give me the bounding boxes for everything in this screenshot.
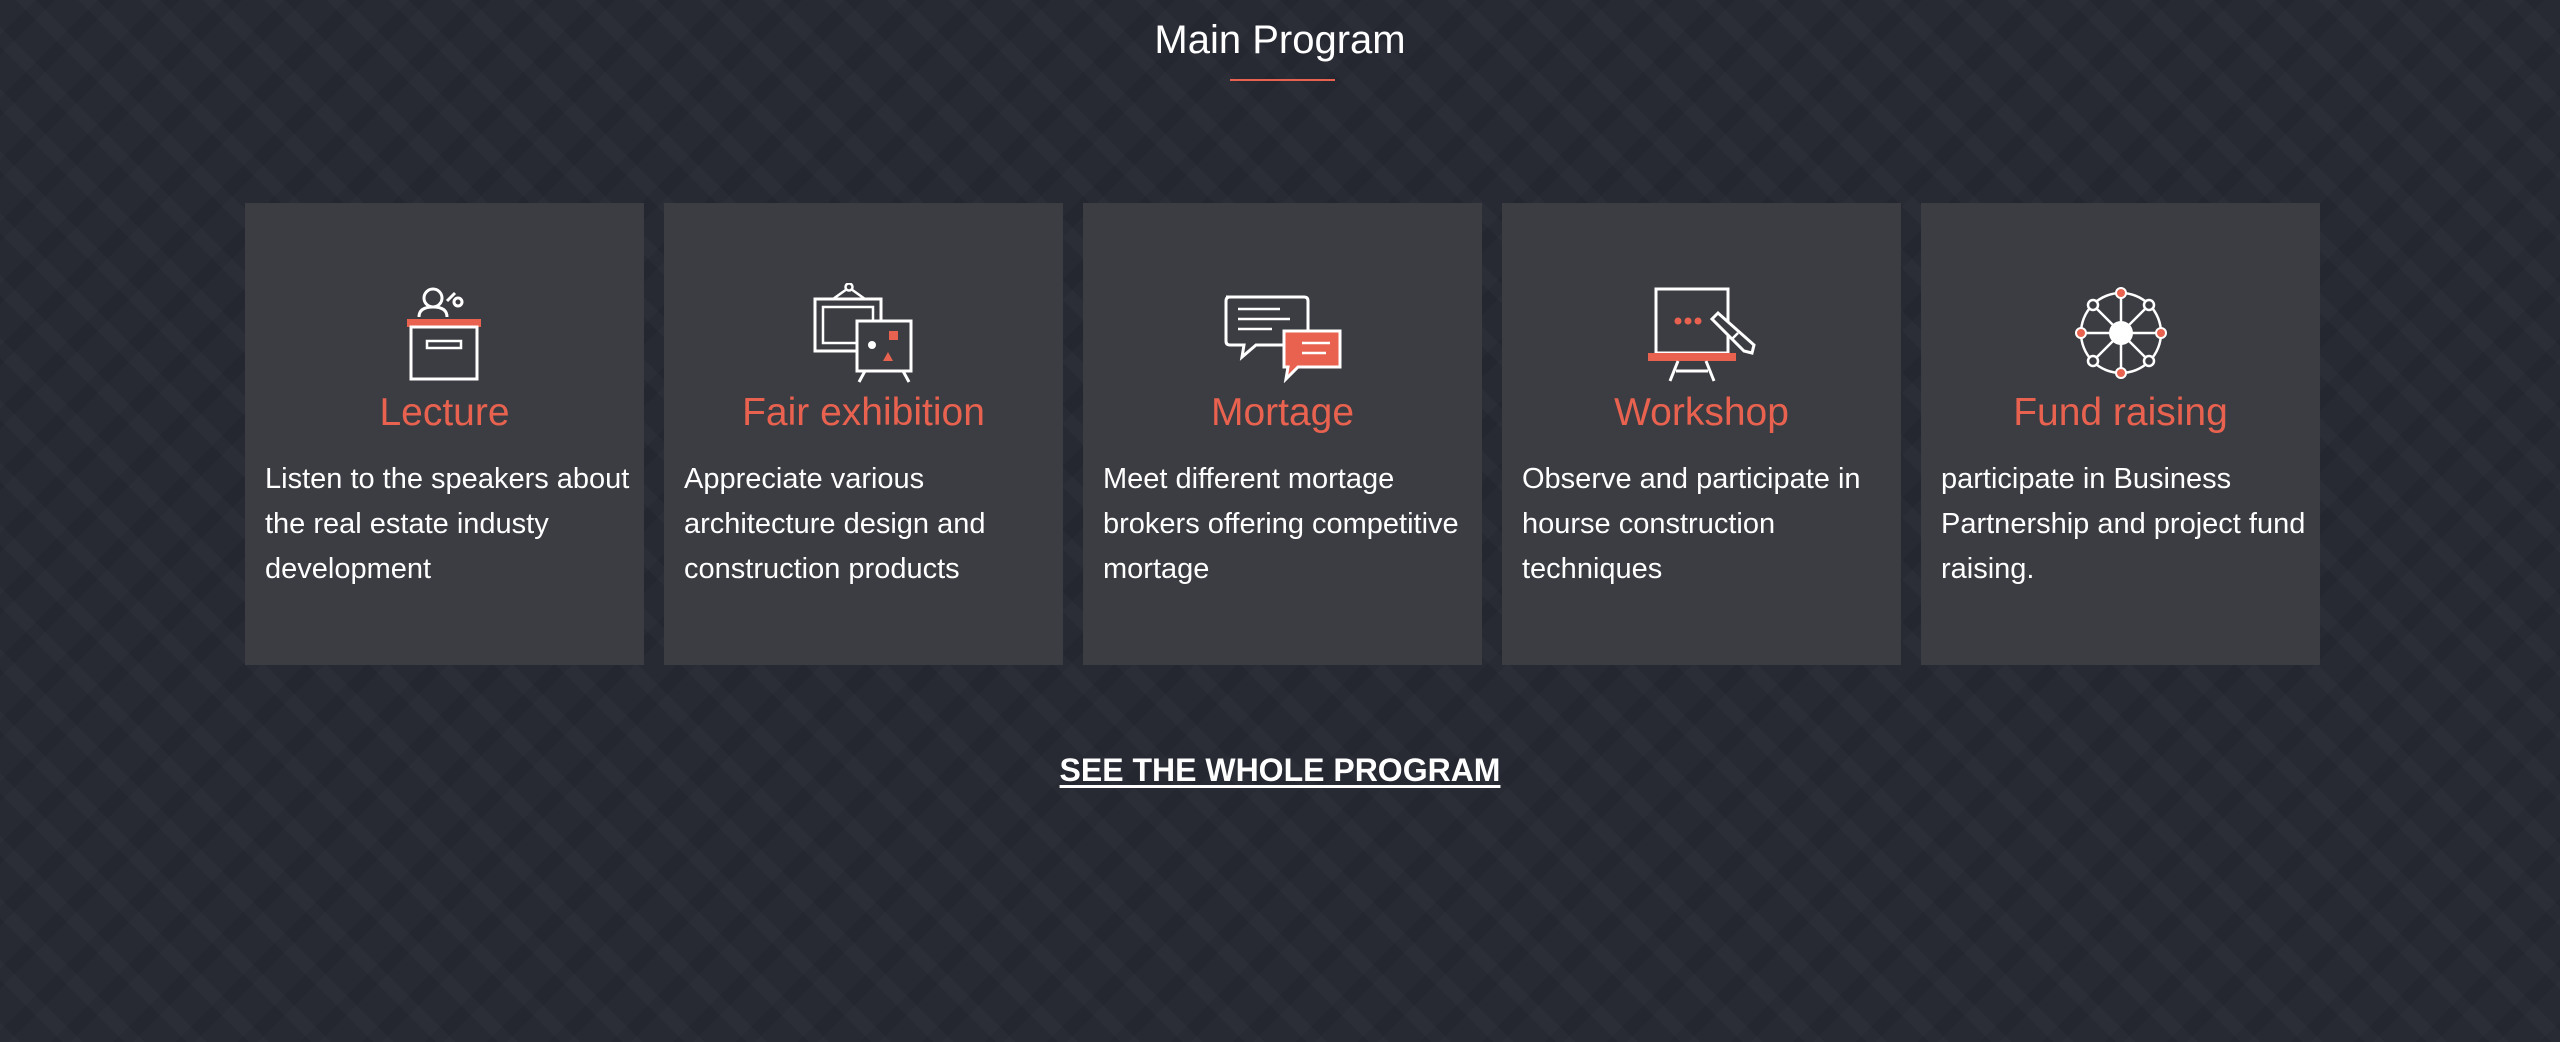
card-description: Observe and participate in hourse constr… <box>1522 463 1861 585</box>
program-card-fair-exhibition[interactable]: Fair exhibition Appreciate various archi… <box>664 203 1063 665</box>
program-card-lecture[interactable]: Lecture Listen to the speakers about the… <box>245 203 644 665</box>
card-description: participate in Business Partnership and … <box>1941 463 2306 585</box>
card-title: Workshop <box>1614 391 1789 434</box>
card-title: Fair exhibition <box>742 391 985 434</box>
title-underline <box>1230 79 1335 81</box>
program-card-fund-raising[interactable]: Fund raising participate in Business Par… <box>1921 203 2320 665</box>
card-title: Fund raising <box>2013 391 2228 434</box>
section-title: Main Program <box>1154 18 1406 62</box>
see-whole-program-link[interactable]: SEE THE WHOLE PROGRAM <box>1059 752 1501 788</box>
program-card-workshop[interactable]: Workshop Observe and participate in hour… <box>1502 203 1901 665</box>
program-card-mortage[interactable]: Mortage Meet different mortage brokers o… <box>1083 203 1482 665</box>
card-description: Appreciate various architecture design a… <box>684 463 986 585</box>
card-description: Meet different mortage brokers offering … <box>1103 463 1459 585</box>
card-description: Listen to the speakers about the real es… <box>265 463 630 585</box>
chat-bubbles-icon <box>1224 295 1341 383</box>
card-title: Lecture <box>379 391 510 434</box>
card-title: Mortage <box>1210 391 1355 434</box>
whiteboard-icon <box>1647 287 1756 382</box>
podium-icon <box>406 287 481 381</box>
program-cards: Lecture Listen to the speakers about the… <box>245 203 2321 665</box>
network-hub-icon <box>2074 287 2167 379</box>
exhibition-easel-icon <box>813 283 912 383</box>
